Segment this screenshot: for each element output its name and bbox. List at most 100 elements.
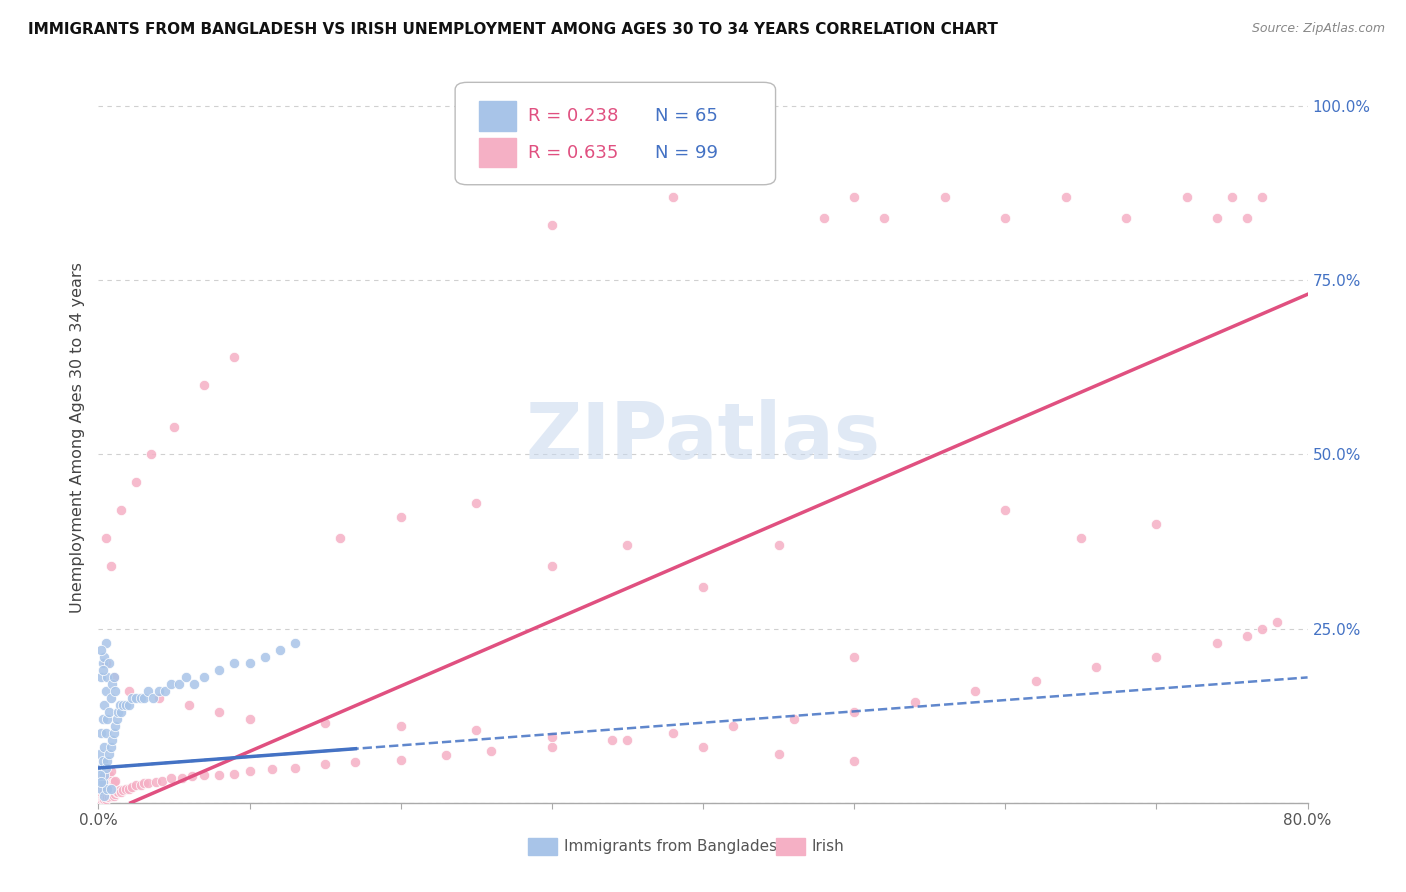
Text: Irish: Irish <box>811 839 845 855</box>
Point <box>90 772 112 786</box>
Point <box>93 768 115 782</box>
Point <box>94 684 117 698</box>
Point <box>208 664 231 678</box>
Point <box>107 705 129 719</box>
Point <box>844 705 866 719</box>
FancyBboxPatch shape <box>479 138 516 168</box>
Point <box>110 705 132 719</box>
Point <box>768 538 790 552</box>
Point <box>104 788 127 802</box>
Point <box>616 538 638 552</box>
Point <box>100 558 122 573</box>
Point <box>105 712 128 726</box>
Point <box>1085 660 1108 674</box>
Point <box>1115 211 1137 225</box>
Point <box>224 350 246 364</box>
Point <box>90 670 112 684</box>
Point <box>389 753 412 767</box>
Point <box>94 635 117 649</box>
Point <box>813 211 835 225</box>
Point <box>1024 673 1046 688</box>
Point <box>141 448 163 462</box>
Point <box>101 776 124 790</box>
Point <box>90 792 112 806</box>
Point <box>465 496 488 510</box>
Point <box>91 785 114 799</box>
Point <box>108 783 131 797</box>
Point <box>93 789 115 803</box>
Point <box>208 705 231 719</box>
Point <box>181 769 204 783</box>
Point <box>1144 649 1167 664</box>
Point <box>98 768 121 782</box>
Point <box>125 691 148 706</box>
Point <box>934 190 956 204</box>
Point <box>145 775 167 789</box>
Point <box>98 790 121 805</box>
Point <box>344 756 367 770</box>
Point <box>329 531 352 545</box>
Point <box>965 684 987 698</box>
Point <box>163 419 186 434</box>
Point <box>142 691 165 706</box>
Point <box>100 740 122 755</box>
Point <box>118 698 141 713</box>
Point <box>90 778 112 792</box>
Point <box>1070 531 1092 545</box>
Point <box>118 781 141 796</box>
Point <box>540 558 562 573</box>
Point <box>434 748 457 763</box>
Point <box>110 785 132 799</box>
Point <box>616 733 638 747</box>
Point <box>208 768 231 782</box>
Point <box>103 670 125 684</box>
Point <box>1054 190 1077 204</box>
Point <box>100 781 122 796</box>
Point <box>96 781 118 796</box>
Point <box>111 783 134 797</box>
Point <box>118 684 141 698</box>
Point <box>91 792 114 806</box>
Point <box>1144 517 1167 532</box>
Point <box>284 761 307 775</box>
Point <box>94 792 117 806</box>
Point <box>153 684 176 698</box>
Point <box>148 684 170 698</box>
Text: IMMIGRANTS FROM BANGLADESH VS IRISH UNEMPLOYMENT AMONG AGES 30 TO 34 YEARS CORRE: IMMIGRANTS FROM BANGLADESH VS IRISH UNEM… <box>28 22 998 37</box>
Point <box>160 772 183 786</box>
Point <box>90 781 112 796</box>
Point <box>167 677 190 691</box>
Point <box>91 778 114 792</box>
Point <box>174 670 197 684</box>
Point <box>114 781 136 796</box>
Point <box>94 726 117 740</box>
Point <box>90 785 112 799</box>
Point <box>1267 615 1289 629</box>
Point <box>239 764 262 779</box>
Point <box>90 775 112 789</box>
Point <box>96 790 118 805</box>
Point <box>94 761 117 775</box>
Point <box>844 649 866 664</box>
Point <box>253 649 276 664</box>
Point <box>262 763 284 777</box>
Point <box>90 761 112 775</box>
Point <box>239 712 262 726</box>
Point <box>103 789 125 803</box>
Point <box>170 772 193 786</box>
Point <box>103 670 125 684</box>
Point <box>224 657 246 671</box>
Point <box>540 218 562 232</box>
Point <box>101 733 124 747</box>
Point <box>723 719 745 733</box>
Point <box>89 792 111 806</box>
Point <box>994 211 1017 225</box>
Point <box>783 712 806 726</box>
Point <box>314 757 336 772</box>
Point <box>94 781 117 796</box>
FancyBboxPatch shape <box>479 102 516 130</box>
Point <box>602 733 624 747</box>
Point <box>132 691 155 706</box>
Point <box>107 785 129 799</box>
Point <box>193 377 215 392</box>
